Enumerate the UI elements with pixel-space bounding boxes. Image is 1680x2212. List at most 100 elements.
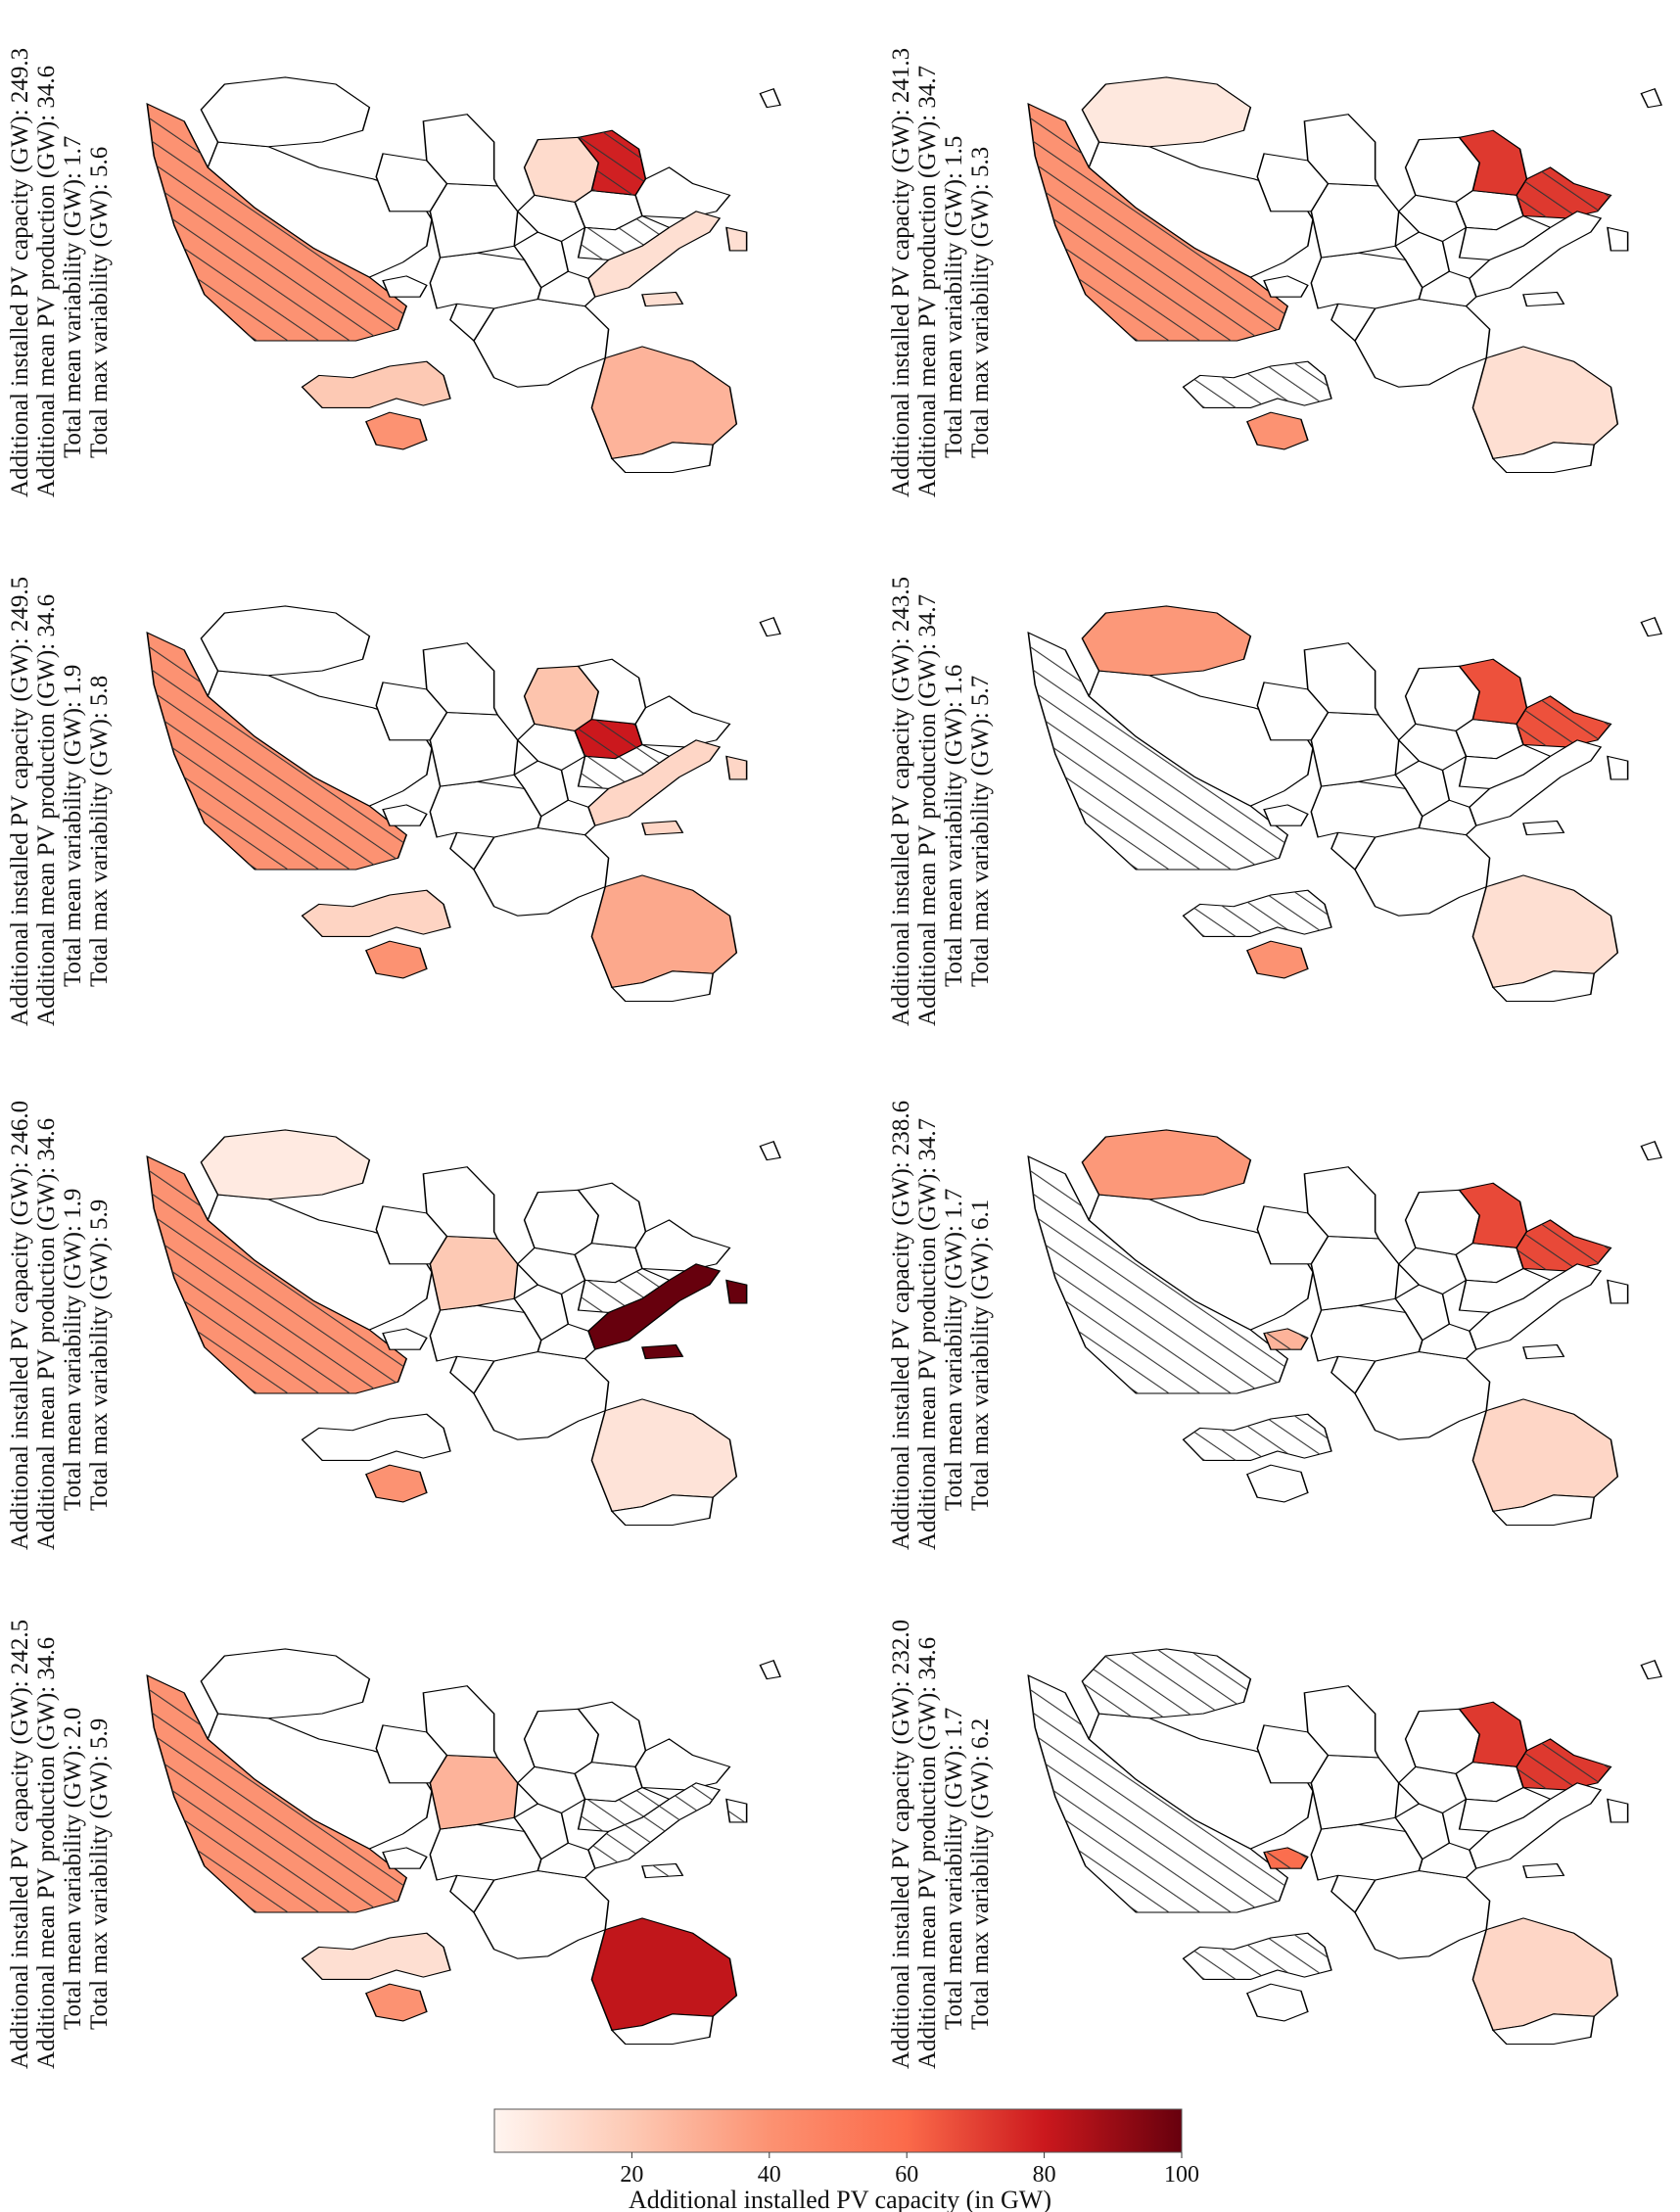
region-france — [473, 1350, 610, 1441]
colorbar-label: Additional installed PV capacity (in GW) — [629, 2186, 1051, 2212]
panel-stats: Additional installed PV capacity (GW): 2… — [7, 577, 113, 1026]
region-hatch-greece — [1517, 696, 1611, 747]
region-greece — [634, 1219, 731, 1272]
stat-line-4: Total max variability (GW): 6.2 — [967, 1718, 994, 2030]
colorbar-tick-label: 80 — [1033, 2162, 1056, 2188]
region-denmark — [1263, 804, 1309, 827]
region-sardinia — [641, 291, 684, 307]
region-cyprus — [759, 1140, 781, 1161]
region-cyprus — [1640, 1659, 1662, 1680]
region-hatch-britain — [1183, 1414, 1331, 1461]
region-sicily — [1607, 1279, 1629, 1304]
panel-stats: Additional installed PV capacity (GW): 2… — [888, 48, 994, 497]
stat-line-2: Additional mean PV production (GW): 34.7 — [914, 1118, 941, 1550]
region-hatch-greece — [1517, 1739, 1611, 1790]
colorbar-tick-label: 20 — [620, 2162, 643, 2188]
region-poland — [429, 1235, 519, 1311]
region-france — [1354, 298, 1491, 389]
stat-line-4: Total max variability (GW): 5.9 — [86, 1718, 113, 2030]
stat-line-2: Additional mean PV production (GW): 34.7 — [914, 594, 941, 1026]
stat-line-4: Total max variability (GW): 5.8 — [86, 676, 113, 987]
stat-line-1: Additional installed PV capacity (GW): 2… — [888, 1101, 914, 1550]
region-hatch-greece — [1517, 1220, 1611, 1271]
region-ireland — [1246, 940, 1309, 979]
stat-line-4: Total max variability (GW): 5.3 — [967, 147, 994, 458]
stat-line-3: Total mean variability (GW): 1.9 — [60, 1189, 86, 1511]
europe-map — [146, 1648, 781, 2046]
region-finland — [1081, 1129, 1252, 1200]
region-finland — [200, 1129, 371, 1200]
region-britain — [301, 889, 451, 938]
region-poland — [429, 711, 519, 787]
region-poland — [1310, 711, 1400, 787]
europe-map — [146, 605, 781, 1003]
panel-stats: Additional installed PV capacity (GW): 2… — [7, 48, 113, 497]
region-ireland — [365, 1464, 428, 1503]
stat-line-3: Total mean variability (GW): 1.7 — [941, 1189, 967, 1511]
region-cyprus — [759, 1659, 781, 1680]
stat-line-2: Additional mean PV production (GW): 34.6 — [914, 1637, 941, 2069]
colorbar-gradient — [493, 2108, 1183, 2153]
region-finland — [200, 605, 371, 677]
region-poland — [1310, 1235, 1400, 1311]
region-hatch-greece — [1517, 166, 1611, 218]
region-france — [1354, 1869, 1491, 1960]
europe-map — [1027, 76, 1662, 474]
region-spain — [1471, 346, 1619, 460]
region-cyprus — [759, 616, 781, 637]
region-france — [1354, 1350, 1491, 1441]
region-greece — [634, 695, 731, 748]
region-sardinia — [1522, 1862, 1565, 1879]
europe-map — [1027, 1648, 1662, 2046]
panel-stats: Additional installed PV capacity (GW): 2… — [888, 1101, 994, 1550]
map-panel-r3c2: Additional installed PV capacity (GW): 2… — [888, 1101, 1662, 1550]
region-denmark — [382, 275, 428, 299]
panel-stats: Additional installed PV capacity (GW): 2… — [7, 1620, 113, 2069]
region-ireland — [365, 411, 428, 450]
panel-stats: Additional installed PV capacity (GW): 2… — [888, 577, 994, 1026]
region-sardinia — [641, 820, 684, 836]
stat-line-3: Total mean variability (GW): 1.7 — [941, 1708, 967, 2030]
region-ireland — [1246, 1983, 1309, 2022]
region-france — [1354, 826, 1491, 918]
region-spain — [590, 874, 738, 989]
map-panel-r3c1: Additional installed PV capacity (GW): 2… — [7, 1101, 781, 1550]
stat-line-4: Total max variability (GW): 5.7 — [967, 676, 994, 987]
region-ireland — [365, 1983, 428, 2022]
region-poland — [429, 182, 519, 259]
region-spain — [590, 1398, 738, 1513]
region-denmark — [382, 1328, 428, 1351]
region-france — [473, 826, 610, 918]
region-spain — [590, 1917, 738, 2032]
stat-line-1: Additional installed PV capacity (GW): 2… — [7, 1620, 33, 2069]
region-spain — [1471, 1917, 1619, 2032]
region-greece — [634, 1738, 731, 1791]
region-france — [473, 1869, 610, 1960]
map-panel-r1c1: Additional installed PV capacity (GW): 2… — [7, 48, 781, 497]
region-spain — [1471, 1398, 1619, 1513]
region-finland — [1081, 76, 1252, 148]
stat-line-4: Total max variability (GW): 6.1 — [967, 1200, 994, 1511]
stat-line-1: Additional installed PV capacity (GW): 2… — [7, 1101, 33, 1550]
stat-line-4: Total max variability (GW): 5.6 — [86, 147, 113, 458]
region-sardinia — [1522, 1343, 1565, 1360]
region-poland — [1310, 1754, 1400, 1830]
region-cyprus — [1640, 87, 1662, 109]
region-poland — [1310, 182, 1400, 259]
europe-map — [146, 76, 781, 474]
region-denmark — [382, 1847, 428, 1870]
region-spain — [590, 346, 738, 460]
europe-map — [1027, 1129, 1662, 1527]
stat-line-3: Total mean variability (GW): 1.9 — [60, 665, 86, 987]
colorbar-tick-label: 60 — [895, 2162, 918, 2188]
panel-stats: Additional installed PV capacity (GW): 2… — [7, 1101, 113, 1550]
region-denmark — [1263, 275, 1309, 299]
stat-line-3: Total mean variability (GW): 1.7 — [60, 136, 86, 458]
region-sicily — [1607, 1798, 1629, 1823]
panel-stats: Additional installed PV capacity (GW): 2… — [888, 1620, 994, 2069]
colorbar: 20 40 60 80 100 Additional installed PV capa… — [493, 2108, 1199, 2212]
region-sardinia — [641, 1343, 684, 1360]
region-sicily — [1607, 226, 1629, 252]
region-britain — [301, 360, 451, 409]
stat-line-3: Total mean variability (GW): 2.0 — [60, 1708, 86, 2030]
